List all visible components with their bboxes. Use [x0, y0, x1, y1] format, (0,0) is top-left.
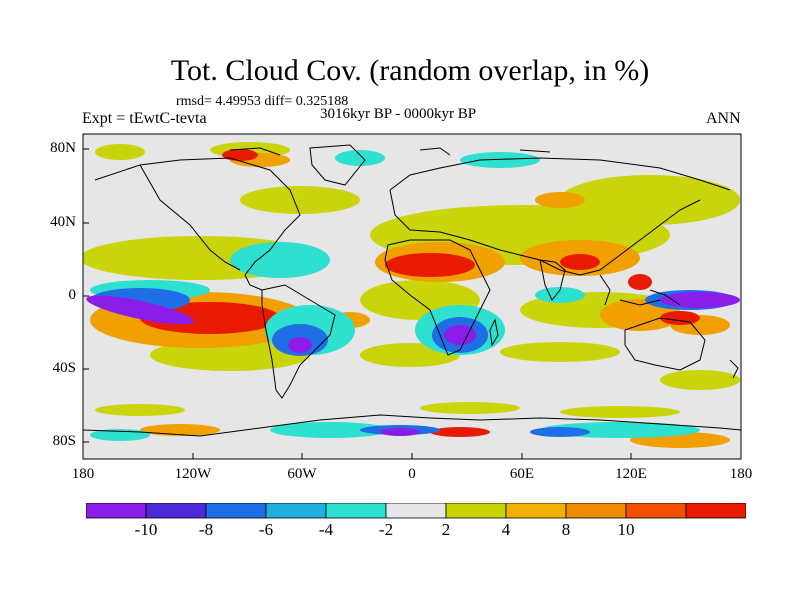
chart-title: Tot. Cloud Cov. (random overlap, in %): [170, 54, 650, 87]
colorbar-label: -10: [134, 520, 158, 539]
colorbar-swatch: [685, 503, 746, 519]
colorbar-label: -8: [198, 520, 214, 539]
colorbar-swatch: [565, 503, 627, 519]
lon-tick-label: 60W: [287, 466, 317, 482]
colorbar-swatch: [86, 503, 147, 519]
colorbar-label: 2: [441, 520, 451, 539]
lon-tick-label: 180: [729, 466, 753, 482]
colorbar-swatch: [145, 503, 207, 519]
experiment-label: Expt = tEwtC-tevta: [82, 110, 207, 127]
colorbar-swatch: [325, 503, 387, 519]
coastlines: [83, 144, 741, 437]
colorbar-swatch: [445, 503, 507, 519]
colorbar-swatch: [385, 503, 447, 519]
colorbar-label: -6: [258, 520, 274, 539]
lat-tick-label: 0: [68, 287, 77, 303]
red-cores: [140, 149, 700, 437]
colorbar-swatch: [265, 503, 327, 519]
period-label: 3016kyr BP - 0000kyr BP: [320, 106, 477, 122]
lat-tick-label: 80S: [52, 433, 76, 449]
colorbar: [86, 503, 746, 519]
season-label: ANN: [706, 110, 741, 127]
lat-tick-label: 40N: [50, 214, 76, 230]
colorbar-label: 4: [501, 520, 511, 539]
lon-tick-label: 180: [71, 466, 95, 482]
lon-tick-label: 120W: [174, 466, 212, 482]
lon-tick-label: 60E: [509, 466, 535, 482]
colorbar-label: -4: [318, 520, 334, 539]
purple-cores: [86, 292, 740, 436]
colorbar-swatch: [505, 503, 567, 519]
colorbar-swatch: [205, 503, 267, 519]
colorbar-label: 10: [617, 520, 635, 539]
colorbar-label: -2: [378, 520, 394, 539]
colorbar-swatch: [625, 503, 687, 519]
colorbar-label: 8: [561, 520, 571, 539]
lat-tick-label: 40S: [52, 360, 76, 376]
lat-tick-label: 80N: [50, 140, 76, 156]
lon-tick-label: 0: [408, 466, 416, 482]
lon-tick-label: 120E: [615, 466, 647, 482]
stats-label: rmsd= 4.49953 diff= 0.325188: [176, 94, 349, 109]
